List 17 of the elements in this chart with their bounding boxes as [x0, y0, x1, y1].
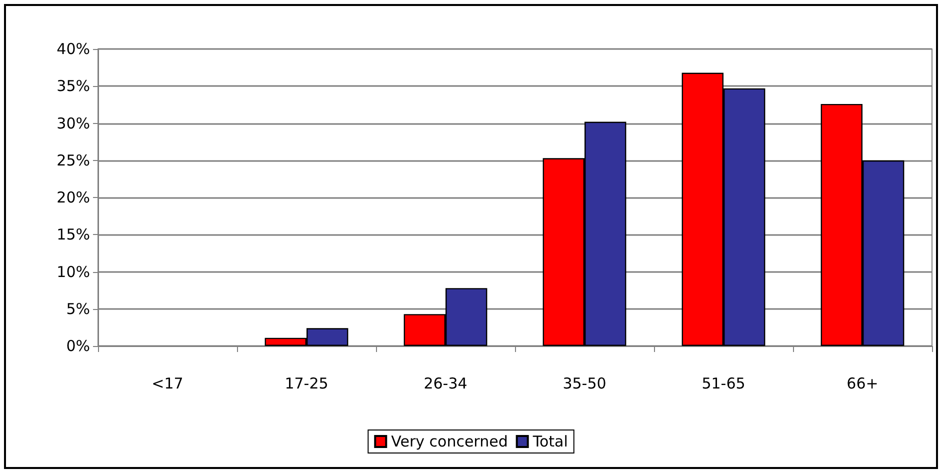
- y-tick-label: 5%: [66, 300, 90, 318]
- y-tick-label: 40%: [56, 40, 90, 58]
- y-tick-label: 15%: [56, 226, 90, 244]
- x-tick-label: 17-25: [284, 374, 328, 392]
- legend-label: Total: [532, 432, 568, 450]
- y-tick-label: 30%: [56, 114, 90, 132]
- x-tick-label: 35-50: [562, 374, 606, 392]
- x-tick-label: <17: [152, 374, 184, 392]
- y-tick-label: 10%: [56, 262, 90, 281]
- y-tick-label: 0%: [66, 337, 90, 355]
- legend-label: Very concerned: [391, 432, 508, 450]
- y-tick-label: 20%: [56, 188, 90, 206]
- y-tick-label: 25%: [56, 151, 90, 170]
- x-tick-label: 66+: [846, 374, 878, 392]
- x-tick-label: 26-34: [424, 374, 468, 392]
- y-tick-label: 35%: [56, 77, 90, 96]
- x-tick-label: 51-65: [702, 374, 746, 392]
